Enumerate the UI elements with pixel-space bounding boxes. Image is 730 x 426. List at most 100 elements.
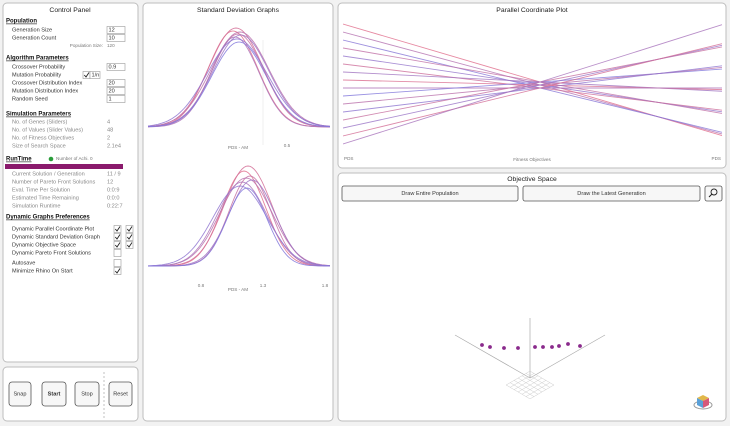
field-value: 0:0:0 [107, 195, 119, 201]
field-label: Generation Count [12, 35, 57, 41]
status-dot [48, 156, 54, 162]
button-label: Draw the Latest Generation [577, 191, 645, 197]
check-mark [126, 242, 133, 248]
floor-grid [525, 373, 551, 388]
distribution-curve [148, 181, 330, 267]
panel-title: Objective Space [507, 176, 557, 183]
field-label: Size of Search Space [12, 143, 66, 149]
summary-label: Population Size: [70, 43, 103, 48]
tick-label: 0.5 [284, 143, 291, 148]
check-mark [114, 242, 121, 248]
solution-point [533, 345, 537, 349]
section-heading: RunTime [6, 157, 32, 163]
section-heading: Algorithm Parameters [6, 56, 69, 62]
tick-label: 0.8 [198, 283, 205, 288]
solution-point [557, 344, 561, 348]
distribution-curve [148, 187, 330, 267]
axis-3d [529, 334, 606, 379]
action-button[interactable] [522, 185, 701, 202]
input-box[interactable] [106, 63, 126, 71]
field-label: No. of Genes (Sliders) [12, 119, 67, 125]
field-value: 0:0:9 [107, 187, 119, 193]
field-value: 10 [109, 35, 115, 41]
checkbox[interactable] [113, 241, 122, 249]
field-label: Autosave [12, 260, 35, 266]
solution-point [488, 345, 492, 349]
pcp-line [343, 65, 723, 113]
checkbox[interactable] [125, 225, 134, 233]
button-label: Stop [81, 391, 93, 397]
zoom-icon [710, 188, 718, 196]
input-box[interactable] [106, 26, 126, 34]
control-button[interactable] [8, 381, 32, 407]
std-graphs-panel [142, 2, 334, 422]
solution-point [566, 342, 570, 346]
field-label: Crossover Distribution Index [12, 80, 82, 86]
axis-title: Fitness Objectives [513, 157, 551, 162]
checkbox[interactable] [113, 225, 122, 233]
field-value: 0:22:7 [107, 203, 123, 209]
field-label: No. of Fitness Objectives [12, 135, 74, 141]
tick-label: 1.3 [260, 283, 267, 288]
field-value: 11 / 9 [107, 171, 121, 177]
field-label: Dynamic Standard Deviation Graph [12, 234, 100, 240]
axis-3d [454, 334, 531, 379]
progress-bar [5, 164, 123, 169]
check-mark [126, 226, 133, 232]
checkbox[interactable] [125, 233, 134, 241]
field-value: 2 [107, 135, 110, 141]
input-box[interactable] [106, 34, 126, 42]
distribution-curve [147, 31, 331, 127]
panel-title: Parallel Coordinate Plot [496, 7, 568, 14]
objective-space-panel [337, 172, 727, 422]
input-box[interactable] [106, 79, 126, 87]
field-value: 12 [109, 27, 115, 33]
field-label: Mutation Probability [12, 72, 61, 78]
view-cube [693, 395, 713, 410]
checkbox[interactable] [125, 241, 134, 249]
control-button[interactable] [41, 381, 67, 407]
field-label: Generation Size [12, 27, 52, 33]
action-button[interactable] [341, 185, 519, 202]
button-label: Reset [113, 391, 128, 397]
axis-label: PDS [712, 156, 721, 161]
axis-label: PDS [344, 156, 353, 161]
checkbox[interactable] [113, 267, 122, 275]
panel-title: Standard Deviation Graphs [197, 7, 280, 14]
axis-label: PDS - AM [228, 145, 248, 150]
field-value: 1 [109, 96, 112, 102]
checkbox[interactable] [113, 233, 122, 241]
field-label: Dynamic Pareto Front Solutions [12, 250, 91, 256]
checkbox[interactable] [113, 249, 122, 257]
status-indicator: Number of Achi. 0 [56, 156, 93, 161]
input-box[interactable] [106, 95, 126, 103]
field-value: 48 [107, 127, 113, 133]
section-heading: Dynamic Graphs Preferences [6, 215, 90, 221]
distribution-curve [147, 36, 330, 128]
zoom-button[interactable] [704, 185, 723, 202]
field-label: Current Solution / Generation [12, 171, 85, 177]
control-button[interactable] [108, 381, 133, 407]
floor-grid [529, 384, 555, 400]
check-mark [126, 234, 133, 240]
control-button[interactable] [74, 381, 100, 407]
field-label: Number of Pareto Front Solutions [12, 179, 96, 185]
check-mark [114, 234, 121, 240]
solution-point [480, 343, 484, 347]
section-heading: Population [6, 19, 37, 25]
input-box[interactable] [106, 87, 126, 95]
field-value: 20 [109, 80, 115, 86]
field-label: Simulation Runtime [12, 203, 61, 209]
tick-label: 1.8 [322, 283, 329, 288]
axis-label: PDS - AM [228, 287, 248, 292]
field-value: 2.1e4 [107, 143, 121, 149]
button-label: Snap [13, 391, 26, 397]
checkbox[interactable] [113, 259, 122, 267]
field-label: Mutation Distribution Index [12, 88, 78, 94]
field-value: 0.9 [109, 64, 117, 70]
pcp-line [343, 24, 723, 145]
field-label: Dynamic Parallel Coordinate Plot [12, 226, 95, 232]
input-box[interactable] [89, 71, 101, 79]
summary-value: 120 [107, 43, 115, 48]
